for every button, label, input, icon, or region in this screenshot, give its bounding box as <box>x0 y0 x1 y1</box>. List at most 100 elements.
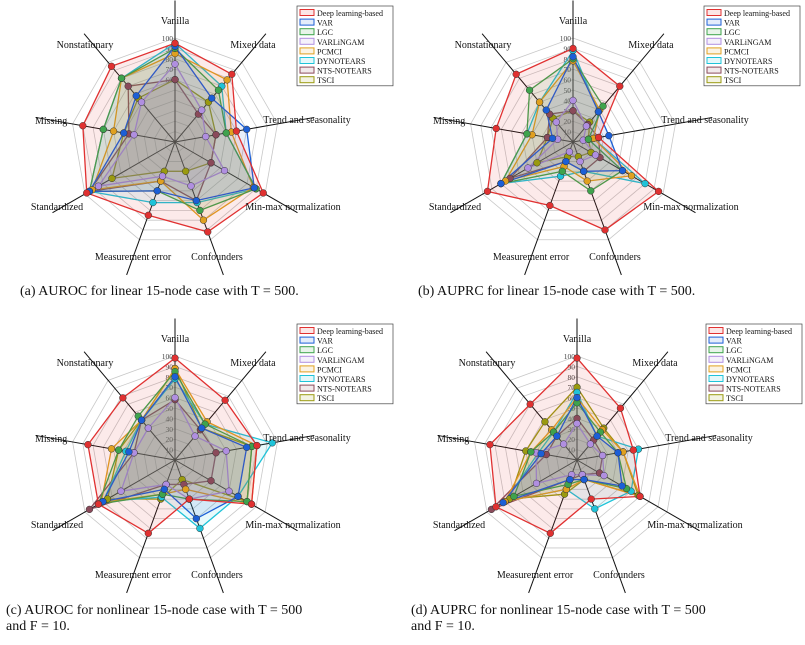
radial-tick-label: 80 <box>568 373 576 382</box>
radial-tick-label: 70 <box>564 65 572 74</box>
axis-label: Confounders <box>593 570 645 581</box>
data-point <box>542 106 550 114</box>
radial-tick-label: 60 <box>564 76 572 85</box>
data-point <box>573 354 581 362</box>
legend-label: DYNOTEARS <box>724 57 772 66</box>
data-point <box>232 127 241 135</box>
axis-label: Trend and seasonality <box>661 115 748 126</box>
data-point <box>108 174 116 183</box>
data-point <box>137 416 146 424</box>
data-point <box>222 447 230 455</box>
axis-label: Mixed data <box>632 358 678 369</box>
axis-label: Measurement error <box>95 252 172 263</box>
data-point <box>212 131 220 139</box>
data-point <box>582 122 591 130</box>
grid-ring <box>113 79 237 202</box>
series-area-deep-learning-based <box>87 357 258 535</box>
data-point <box>94 500 103 508</box>
data-point <box>512 70 520 78</box>
data-point <box>583 177 591 185</box>
data-point <box>566 475 574 484</box>
axis-label: Trend and seasonality <box>665 433 752 444</box>
series-area-lgc <box>88 47 257 212</box>
data-point <box>234 492 242 501</box>
axis-label: Standardized <box>31 520 83 531</box>
data-point <box>132 92 140 100</box>
data-point <box>187 182 195 190</box>
data-point <box>598 451 607 460</box>
legend-label: VARLiNGAM <box>726 356 773 365</box>
data-point <box>559 440 568 448</box>
data-point <box>171 354 179 362</box>
radial-tick-label: 90 <box>564 44 572 53</box>
data-point <box>207 477 215 485</box>
data-point <box>84 440 92 449</box>
radial-tick-label: 70 <box>166 383 174 392</box>
data-point <box>182 485 190 493</box>
radial-tick-label: 10 <box>568 446 576 455</box>
axis-label: Nonstationary <box>455 40 512 51</box>
legend-swatch <box>299 28 315 36</box>
legend-swatch <box>706 28 722 36</box>
legend-label: VAR <box>317 337 334 346</box>
data-point <box>198 106 206 114</box>
radial-tick-label: 40 <box>166 414 174 423</box>
legend-label: LGC <box>724 28 740 37</box>
data-point <box>204 228 212 236</box>
axis-spoke <box>174 351 267 461</box>
data-point <box>629 446 637 454</box>
axis-label: Standardized <box>31 202 83 213</box>
axis-label: Vanilla <box>563 334 592 345</box>
data-point <box>525 86 534 94</box>
data-point <box>591 505 599 513</box>
legend-swatch <box>708 355 724 363</box>
legend-swatch <box>299 384 315 392</box>
axis-label: Min-max normalization <box>245 520 340 531</box>
axis-label: Measurement error <box>493 252 570 263</box>
legend-swatch <box>706 57 722 64</box>
data-point <box>497 179 505 188</box>
legend-swatch <box>299 9 315 16</box>
series-area-nts-notears <box>490 417 604 511</box>
legend: Deep learning-basedVARLGCVARLiNGAMPCMCID… <box>705 323 803 405</box>
grid-ring <box>511 79 635 202</box>
data-point <box>171 60 179 68</box>
data-point <box>614 449 622 457</box>
data-point <box>196 206 204 215</box>
axis-label: Standardized <box>429 202 481 213</box>
data-point <box>569 96 577 105</box>
axis-label: Mixed data <box>628 40 674 51</box>
axis-label: Confounders <box>191 252 243 263</box>
legend-swatch <box>706 47 722 55</box>
series-area-tsci <box>508 386 640 500</box>
legend-label: VARLiNGAM <box>724 38 771 47</box>
grid-ring <box>72 355 278 559</box>
legend-label: PCMCI <box>724 47 749 56</box>
legend-label: VAR <box>726 337 743 346</box>
grid-ring <box>531 99 615 182</box>
data-point <box>259 189 267 197</box>
caption-d-line1: (d) AUPRC for nonlinear 15-node case wit… <box>411 603 706 618</box>
data-point <box>524 164 532 172</box>
legend-swatch <box>706 18 722 26</box>
series-area-tsci <box>106 367 253 503</box>
legend-swatch <box>299 57 315 64</box>
series-area-pcmci <box>100 367 258 505</box>
grid-ring <box>484 365 670 549</box>
legend-swatch <box>299 346 315 354</box>
legend-label: DYNOTEARS <box>726 375 774 384</box>
axis-spoke <box>35 434 176 461</box>
data-point <box>107 445 116 453</box>
data-point <box>600 471 608 480</box>
data-point <box>130 131 138 139</box>
data-point <box>654 187 663 196</box>
legend-swatch <box>299 375 315 382</box>
caption-d-line2: and F = 10. <box>411 619 475 634</box>
data-point <box>214 86 223 94</box>
grid-ring <box>82 365 268 549</box>
axis-label: Measurement error <box>95 570 172 581</box>
radial-tick-label: 80 <box>166 55 174 64</box>
data-point <box>99 125 107 134</box>
axis-label: Trend and seasonality <box>263 433 350 444</box>
